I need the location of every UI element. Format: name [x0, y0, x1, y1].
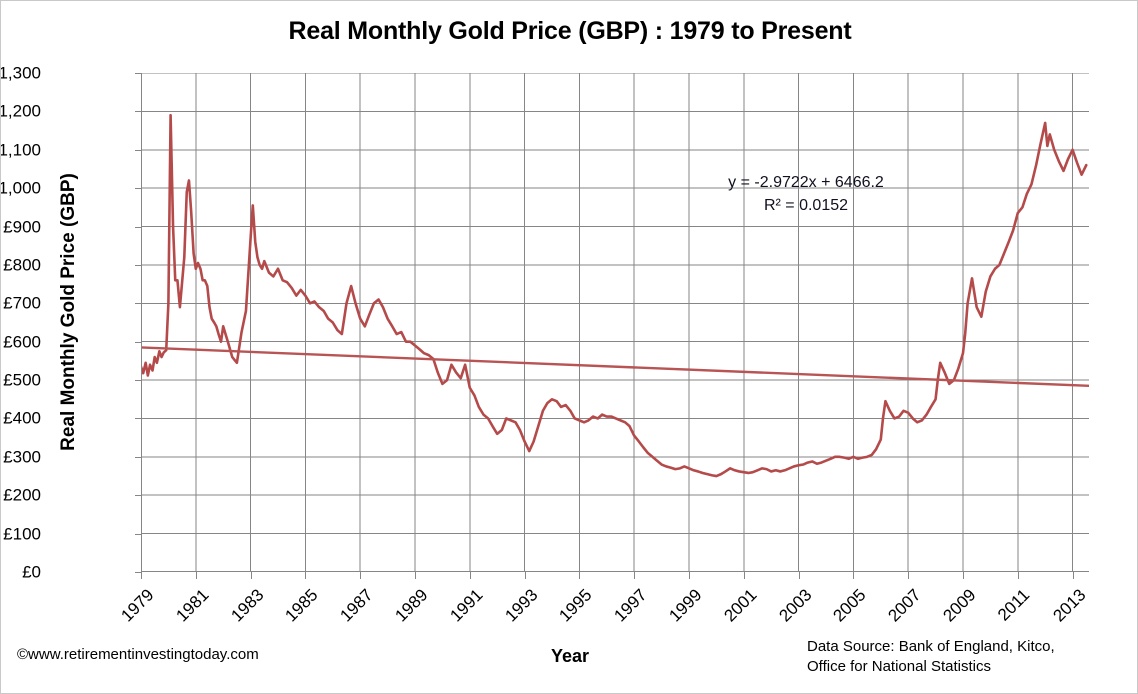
y-tick-mark: [135, 495, 141, 497]
x-tick-label: 2007: [884, 585, 925, 626]
x-tick-label: 2011: [993, 585, 1034, 625]
x-tick-label: 1991: [446, 585, 487, 626]
y-tick-mark: [135, 456, 141, 458]
x-tick-label: 1999: [665, 585, 706, 626]
y-tick-mark: [135, 264, 141, 266]
y-tick-label: £400: [3, 408, 41, 428]
y-tick-label: £1,000: [1, 178, 41, 198]
y-tick-label: £700: [3, 293, 41, 313]
y-tick-label: £900: [3, 217, 41, 237]
x-tick-label: 2013: [1048, 585, 1090, 626]
x-tick-label: 1981: [172, 585, 213, 626]
x-tick-label: 2005: [829, 585, 870, 626]
y-axis-title: Real Monthly Gold Price (GBP): [58, 173, 79, 451]
x-tick-label: 2003: [774, 585, 816, 626]
data-series-layer: [141, 113, 1088, 478]
x-tick-label: 1993: [500, 585, 542, 626]
y-tick-mark: [135, 149, 141, 151]
chart-canvas: [141, 73, 1089, 572]
x-tick-mark: [305, 572, 307, 579]
y-tick-label: £1,300: [1, 63, 41, 83]
x-tick-label: 1997: [610, 585, 651, 626]
data-source-note: Data Source: Bank of England, Kitco, Off…: [807, 637, 1055, 677]
x-tick-label: 1985: [281, 585, 322, 626]
y-tick-mark: [135, 188, 141, 190]
y-tick-mark: [135, 418, 141, 420]
y-tick-label: £0: [22, 562, 41, 582]
y-tick-label: £800: [3, 255, 41, 275]
x-axis-title: Year: [550, 646, 590, 666]
y-tick-mark: [135, 341, 141, 343]
x-tick-label: 1983: [226, 585, 268, 626]
copyright-notice: ©www.retirementinvestingtoday.com: [17, 646, 259, 663]
y-tick-label: £1,200: [1, 101, 41, 121]
trendline-layer: [141, 346, 1089, 388]
r-squared-line: R² = 0.0152: [763, 197, 849, 214]
y-tick-label: £200: [3, 485, 41, 505]
chart-title: Real Monthly Gold Price (GBP) : 1979 to …: [288, 17, 852, 45]
x-tick-mark: [195, 572, 197, 579]
y-tick-label: £1,100: [1, 140, 41, 160]
y-tick-mark: [135, 533, 141, 535]
x-tick-label: 1995: [555, 585, 596, 626]
x-tick-mark: [908, 572, 910, 579]
x-tick-label: 1987: [336, 585, 377, 626]
y-tick-mark: [135, 572, 141, 573]
x-tick-mark: [524, 572, 526, 579]
x-tick-mark: [469, 572, 471, 579]
x-tick-label: 2009: [939, 585, 980, 626]
y-tick-mark: [135, 111, 141, 113]
y-tick-mark: [135, 380, 141, 382]
x-tick-mark: [688, 572, 690, 579]
x-tick-label: 1989: [391, 585, 432, 626]
trendline-equation-annotation: y = -2.9722x + 6466.2 R² = 0.0152: [691, 171, 921, 217]
plot-area: [141, 73, 1089, 572]
y-tick-label: £600: [3, 332, 41, 352]
x-tick-mark: [962, 572, 964, 579]
x-tick-mark: [1017, 572, 1019, 579]
x-tick-mark: [853, 572, 855, 579]
x-tick-mark: [798, 572, 800, 579]
y-tick-mark: [135, 73, 141, 74]
plot-frame: [141, 73, 1089, 572]
x-tick-mark: [634, 572, 636, 579]
x-tick-mark: [1072, 572, 1074, 579]
y-tick-mark: [135, 303, 141, 305]
x-tick-label: 1979: [117, 585, 158, 626]
y-tick-label: £300: [3, 447, 41, 467]
data-source-line-2: Office for National Statistics: [807, 658, 991, 675]
x-tick-mark: [360, 572, 362, 579]
gridlines: [141, 73, 1089, 572]
x-tick-mark: [141, 572, 142, 579]
x-tick-mark: [579, 572, 581, 579]
equation-line: y = -2.9722x + 6466.2: [728, 174, 884, 191]
x-tick-mark: [743, 572, 745, 579]
y-tick-mark: [135, 226, 141, 228]
x-tick-mark: [250, 572, 252, 579]
y-tick-label: £100: [3, 524, 41, 544]
x-tick-label: 2001: [720, 585, 761, 626]
y-tick-label: £500: [3, 370, 41, 390]
x-tick-mark: [414, 572, 416, 579]
data-source-line-1: Data Source: Bank of England, Kitco,: [807, 638, 1055, 655]
